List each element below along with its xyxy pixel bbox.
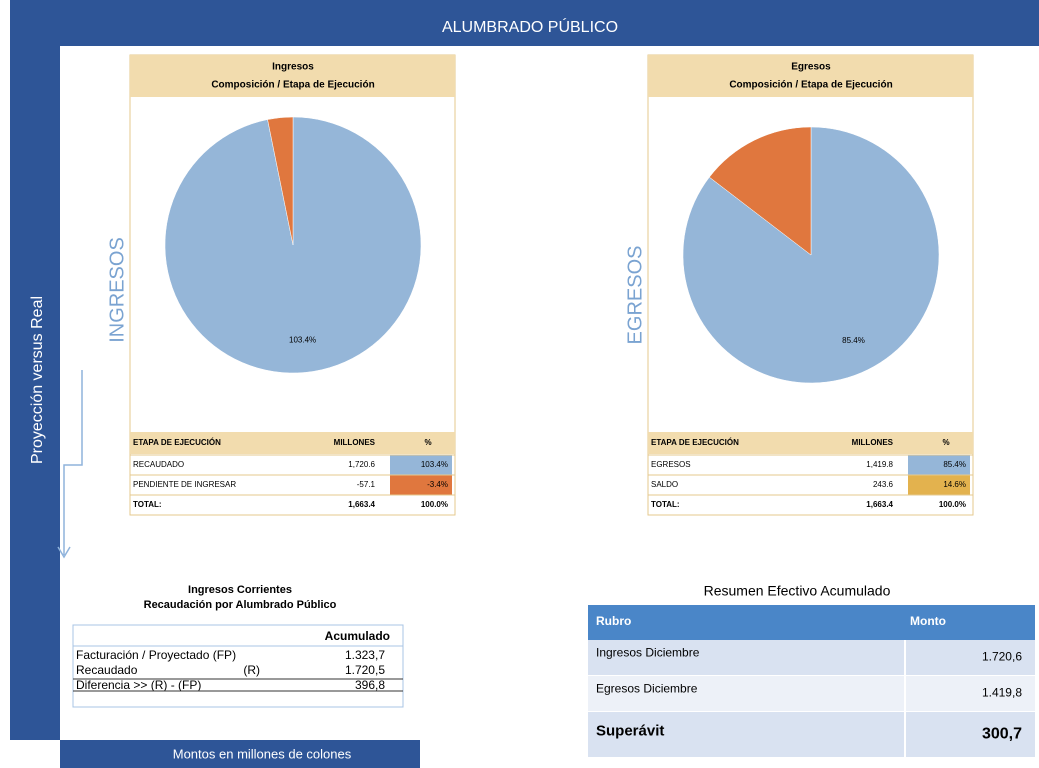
- table-header-cell: MILLONES: [852, 438, 894, 447]
- side-bar: [10, 0, 60, 740]
- corrientes-label: Diferencia >> (R) - (FP): [76, 678, 201, 692]
- corrientes-tag: (R): [243, 663, 260, 677]
- resumen-value: 1.720,6: [982, 650, 1022, 664]
- table-cell: TOTAL:: [651, 500, 680, 509]
- corrientes-box: [72, 624, 404, 708]
- resumen-header-cell: Monto: [910, 614, 946, 628]
- table-cell: RECAUDADO: [133, 460, 184, 469]
- panel-title: Egresos: [791, 62, 831, 73]
- table-cell: 103.4%: [421, 460, 448, 469]
- vertical-label: INGRESOS: [106, 237, 128, 343]
- resumen-label: Superávit: [596, 722, 664, 739]
- table-cell: SALDO: [651, 480, 678, 489]
- header-title: ALUMBRADO PÚBLICO: [442, 17, 618, 36]
- pct-cell: [908, 475, 970, 495]
- header-bar: [10, 0, 1039, 46]
- slice-label: 85.4%: [842, 336, 865, 345]
- pct-cell: [390, 455, 452, 475]
- footer-text: Montos en millones de colones: [173, 746, 352, 761]
- table-cell: 14.6%: [943, 480, 966, 489]
- table-cell: EGRESOS: [651, 460, 691, 469]
- pie-slice: [709, 126, 812, 256]
- panel-subtitle: Composición / Etapa de Ejecución: [729, 80, 892, 91]
- resumen-title: Resumen Efectivo Acumulado: [704, 583, 891, 599]
- corrientes-label: Facturación / Proyectado (FP): [76, 648, 236, 662]
- panel-subtitle: Composición / Etapa de Ejecución: [211, 80, 374, 91]
- resumen-row: [588, 712, 1035, 757]
- corrientes-value: 1.323,7: [345, 648, 385, 662]
- table-header-cell: ETAPA DE EJECUCIÓN: [651, 438, 739, 447]
- pct-cell: [908, 455, 970, 475]
- table-cell: 100.0%: [421, 500, 448, 509]
- table-cell: 1,720.6: [348, 460, 375, 469]
- table-cell: 1,419.8: [866, 460, 893, 469]
- table-header-cell: MILLONES: [334, 438, 376, 447]
- resumen-label: Ingresos Diciembre: [596, 646, 700, 660]
- corrientes-subtitle: Recaudación por Alumbrado Público: [144, 599, 337, 611]
- pie-slice: [267, 116, 294, 246]
- table-header: [648, 432, 973, 454]
- corrientes-label: Recaudado: [76, 663, 138, 677]
- table-cell: -57.1: [357, 480, 376, 489]
- resumen-row: [588, 640, 1035, 675]
- table-cell: 243.6: [873, 480, 894, 489]
- resumen-label: Egresos Diciembre: [596, 682, 698, 696]
- table-cell: TOTAL:: [133, 500, 162, 509]
- corrientes-value: 396,8: [355, 678, 385, 692]
- panel-title: Ingresos: [272, 62, 314, 73]
- panel-header: [648, 55, 973, 97]
- vertical-label: EGRESOS: [624, 246, 646, 345]
- resumen-header-cell: Rubro: [596, 614, 631, 628]
- table-cell: 1,663.4: [866, 500, 893, 509]
- table-cell: 85.4%: [943, 460, 966, 469]
- pct-cell: [390, 475, 452, 495]
- slice-label: 103.4%: [289, 336, 316, 345]
- table-cell: PENDIENTE DE INGRESAR: [133, 480, 236, 489]
- corrientes-title: Ingresos Corrientes: [188, 584, 292, 596]
- resumen-value: 300,7: [982, 726, 1022, 743]
- resumen-row: [588, 676, 1035, 711]
- arrow: [57, 370, 83, 559]
- resumen-value: 1.419,8: [982, 686, 1022, 700]
- panel-header: [130, 55, 455, 97]
- corrientes-header: Acumulado: [325, 629, 390, 643]
- table-header-cell: %: [424, 438, 431, 447]
- resumen-header: [588, 605, 1035, 640]
- footer-bar: [60, 740, 420, 768]
- table-header-cell: ETAPA DE EJECUCIÓN: [133, 438, 221, 447]
- table-header: [130, 432, 455, 454]
- table-cell: 1,663.4: [348, 500, 375, 509]
- side-label: Proyección versus Real: [29, 296, 46, 464]
- table-cell: -3.4%: [427, 480, 448, 489]
- table-header-cell: %: [942, 438, 949, 447]
- corrientes-value: 1.720,5: [345, 663, 385, 677]
- table-cell: 100.0%: [939, 500, 966, 509]
